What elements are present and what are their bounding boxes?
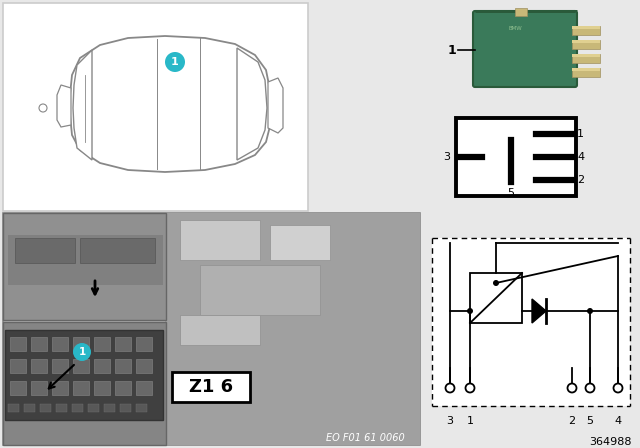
Text: 2: 2 xyxy=(568,416,575,426)
Bar xyxy=(8,404,19,412)
Circle shape xyxy=(467,308,473,314)
Bar xyxy=(31,337,47,351)
Text: Z1 6: Z1 6 xyxy=(189,378,233,396)
Polygon shape xyxy=(70,36,272,172)
Bar xyxy=(3,213,166,320)
Bar xyxy=(72,404,83,412)
Bar xyxy=(515,8,527,16)
Bar xyxy=(52,359,68,373)
Bar xyxy=(3,322,166,445)
Bar xyxy=(136,404,147,412)
Bar xyxy=(24,404,35,412)
Bar xyxy=(73,359,89,373)
Bar xyxy=(3,3,308,211)
Bar xyxy=(52,381,68,395)
Polygon shape xyxy=(532,299,546,323)
Text: 4: 4 xyxy=(614,416,621,426)
FancyBboxPatch shape xyxy=(473,11,577,87)
Text: 1: 1 xyxy=(78,347,86,357)
Bar xyxy=(94,381,110,395)
Bar xyxy=(136,337,152,351)
Text: EO F01 61 0060: EO F01 61 0060 xyxy=(326,433,405,443)
Bar xyxy=(270,225,330,260)
Circle shape xyxy=(587,308,593,314)
Bar xyxy=(136,359,152,373)
Circle shape xyxy=(568,383,577,392)
Bar xyxy=(115,359,131,373)
Bar xyxy=(31,359,47,373)
Bar xyxy=(3,213,420,445)
Bar xyxy=(52,337,68,351)
Text: 2: 2 xyxy=(577,175,584,185)
Bar xyxy=(115,381,131,395)
Text: 1: 1 xyxy=(171,57,179,67)
Bar xyxy=(165,213,420,445)
Circle shape xyxy=(614,383,623,392)
Text: BMW: BMW xyxy=(508,26,522,30)
Circle shape xyxy=(165,52,185,72)
Polygon shape xyxy=(237,48,267,160)
Text: 1: 1 xyxy=(577,129,584,139)
Circle shape xyxy=(445,383,454,392)
Bar xyxy=(572,68,600,71)
Polygon shape xyxy=(57,85,71,127)
Text: 1: 1 xyxy=(467,416,474,426)
Circle shape xyxy=(465,383,474,392)
Text: 364988: 364988 xyxy=(589,437,632,447)
Bar xyxy=(572,26,600,29)
Bar xyxy=(5,330,163,420)
Text: 4: 4 xyxy=(577,152,584,162)
Bar xyxy=(40,404,51,412)
Text: 1: 1 xyxy=(447,43,456,56)
Bar xyxy=(115,337,131,351)
Bar xyxy=(120,404,131,412)
Bar xyxy=(180,315,260,345)
Bar xyxy=(180,220,260,260)
Bar xyxy=(73,381,89,395)
Text: 5: 5 xyxy=(508,188,515,198)
Polygon shape xyxy=(73,50,92,160)
Bar xyxy=(572,40,600,49)
Bar xyxy=(10,381,26,395)
Bar xyxy=(572,54,600,57)
Bar xyxy=(172,372,250,402)
Polygon shape xyxy=(268,78,283,133)
Bar xyxy=(572,54,600,63)
Circle shape xyxy=(39,104,47,112)
Bar xyxy=(572,40,600,43)
Circle shape xyxy=(586,383,595,392)
Bar xyxy=(56,404,67,412)
Bar xyxy=(31,381,47,395)
Bar xyxy=(456,118,576,196)
Circle shape xyxy=(493,280,499,286)
Bar xyxy=(432,238,630,406)
Text: 3: 3 xyxy=(444,152,451,162)
Text: 5: 5 xyxy=(586,416,593,426)
Bar xyxy=(470,273,522,323)
Bar xyxy=(94,359,110,373)
Bar xyxy=(200,265,320,315)
Bar xyxy=(94,337,110,351)
Bar xyxy=(80,238,155,263)
Bar xyxy=(73,337,89,351)
Bar xyxy=(88,404,99,412)
Bar xyxy=(10,337,26,351)
Bar xyxy=(10,359,26,373)
Polygon shape xyxy=(475,10,578,13)
Bar xyxy=(572,68,600,77)
Bar xyxy=(136,381,152,395)
Bar xyxy=(8,235,163,285)
Text: 3: 3 xyxy=(447,416,454,426)
Bar xyxy=(572,26,600,35)
Circle shape xyxy=(73,343,91,361)
Bar xyxy=(15,238,75,263)
Bar xyxy=(104,404,115,412)
